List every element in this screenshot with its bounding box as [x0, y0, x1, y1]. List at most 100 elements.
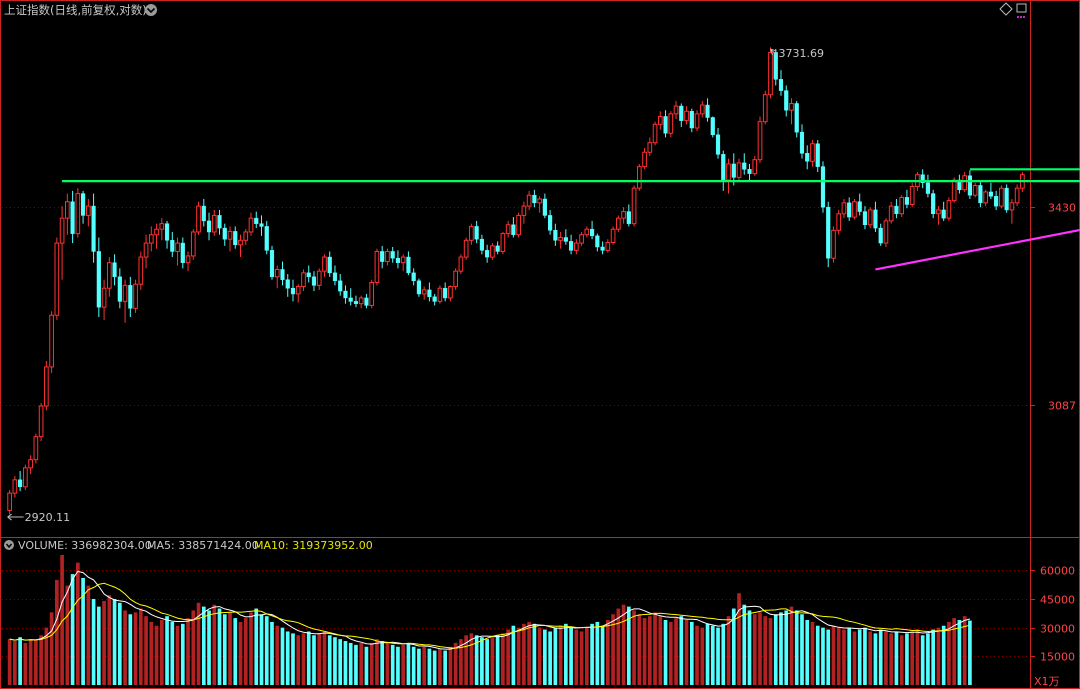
volume-bar [459, 639, 463, 685]
low-annotation: 2920.11 [7, 511, 70, 524]
candle-body [280, 269, 285, 280]
volume-bar [884, 631, 888, 685]
candle [385, 248, 390, 266]
volume-y-tick-label: 15000 [1040, 651, 1075, 664]
volume-bar [186, 618, 190, 685]
candle-body [117, 276, 122, 302]
volume-bar [443, 650, 447, 685]
volume-bar [543, 629, 547, 685]
volume-bar [810, 621, 815, 685]
candle [978, 181, 983, 208]
candle-body [211, 214, 217, 233]
volume-dropdown-icon[interactable] [4, 540, 14, 550]
volume-bar [259, 614, 264, 685]
volume-bar [752, 614, 757, 685]
candle-body [18, 479, 23, 488]
candle [264, 220, 269, 255]
candle-body [500, 233, 506, 252]
volume-bar [322, 631, 327, 685]
candle [185, 251, 191, 272]
volume-bar [464, 635, 468, 685]
volume-bar [894, 631, 899, 685]
candle [894, 199, 899, 219]
candle-body [988, 191, 993, 197]
volume-bar [595, 621, 600, 685]
candle-body [888, 205, 894, 222]
candle [532, 189, 537, 208]
candle [699, 100, 705, 118]
candle [820, 161, 826, 213]
volume-bar [684, 620, 689, 685]
candle [122, 279, 128, 323]
volume-bar [427, 648, 432, 685]
candle-body [122, 284, 128, 302]
candle-body [406, 256, 411, 274]
candle [201, 199, 206, 227]
title-dropdown-icon[interactable] [145, 4, 157, 16]
candle-body [96, 251, 101, 308]
candle [338, 273, 343, 296]
volume-bar [889, 633, 894, 685]
candle-body [233, 231, 238, 246]
candle [805, 145, 810, 170]
candle-body [668, 113, 674, 134]
volume-bar [836, 627, 841, 685]
candle [663, 110, 668, 138]
candle [416, 278, 422, 297]
candle [810, 140, 815, 167]
candle [642, 147, 647, 170]
candle-body [621, 211, 626, 219]
candle-body [867, 209, 873, 226]
candle [888, 201, 894, 224]
candle-body [411, 272, 416, 282]
candle-body [81, 193, 86, 216]
candle-body [694, 113, 700, 129]
volume-bar [390, 644, 395, 685]
volume-bar [794, 610, 799, 685]
volume-bar [863, 627, 867, 685]
candle [206, 212, 212, 241]
candle [768, 47, 773, 99]
candle [18, 470, 23, 492]
volume-bar [899, 635, 904, 685]
candle [474, 220, 479, 244]
volume-bar [668, 621, 673, 685]
volume-bar [149, 621, 154, 685]
candle-body [600, 246, 605, 251]
volume-bar [789, 606, 794, 685]
candle [736, 158, 742, 182]
diamond-icon[interactable] [999, 2, 1013, 16]
volume-bar [212, 604, 217, 685]
y-tick-label: 3430 [1048, 202, 1076, 215]
candle-body [1009, 202, 1015, 211]
candle [1009, 199, 1015, 224]
candle-body [548, 215, 553, 231]
volume-bar [731, 608, 736, 685]
volume-bar [301, 633, 306, 685]
candle [994, 190, 999, 210]
volume-bar [380, 641, 385, 685]
candle [211, 209, 217, 236]
volume-bar [49, 612, 54, 685]
candle [721, 150, 726, 191]
volume-bar [674, 618, 678, 685]
volume-bar [312, 635, 316, 685]
volume-bar [70, 574, 75, 685]
candle-body [285, 279, 290, 289]
candle [96, 237, 101, 317]
chevron-down-icon [146, 7, 156, 14]
candle-body [799, 131, 805, 154]
candle-body [238, 239, 243, 246]
candle [626, 204, 631, 227]
candle-body [101, 287, 107, 308]
volume-bar [123, 610, 127, 685]
volume-bar [238, 621, 243, 685]
candle [747, 163, 752, 181]
window-menu-icon[interactable] [1016, 3, 1027, 18]
volume-bar [821, 627, 825, 685]
volume-bar [522, 623, 526, 685]
candle-body [485, 250, 490, 258]
candle [33, 433, 39, 464]
candle [920, 169, 925, 189]
